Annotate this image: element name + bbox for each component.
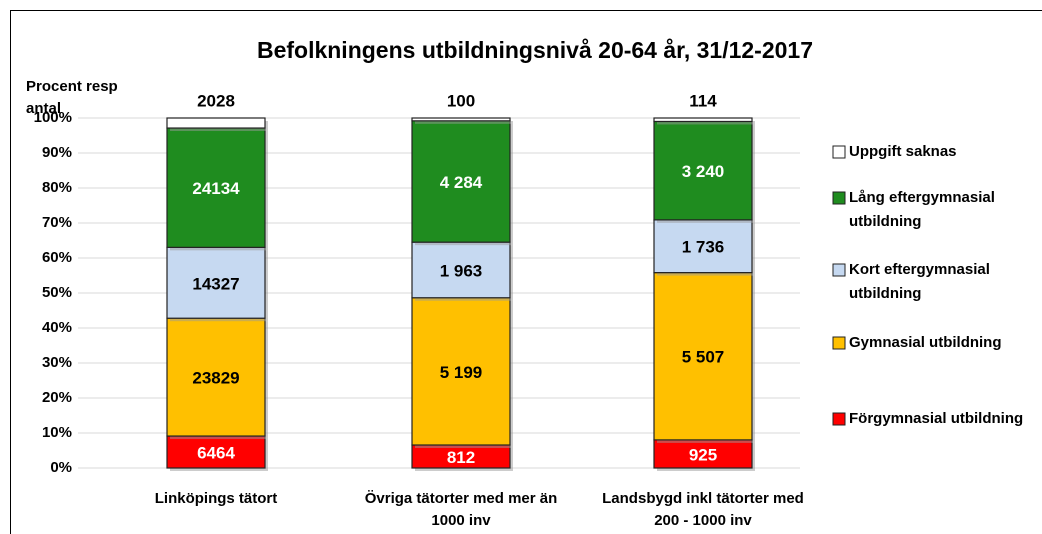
y-tick-label: 50% [42, 284, 72, 301]
y-tick-label: 40% [42, 319, 72, 336]
legend-label: Lång eftergymnasial utbildning [849, 189, 995, 230]
bar-shadow [415, 121, 513, 124]
y-axis-label: Procent resp antal [26, 78, 118, 117]
data-label: 812 [447, 448, 475, 467]
x-tick-label: Landsbygd inkl tätorter med 200 - 1000 i… [602, 490, 804, 529]
legend-label: Uppgift saknas [849, 143, 957, 160]
bar-segment [653, 117, 753, 123]
y-tick-label: 100% [34, 109, 72, 126]
data-label: 14327 [192, 274, 239, 293]
x-tick-label: Övriga tätorter med mer än 1000 inv [364, 490, 558, 529]
bar-segment [411, 117, 511, 122]
legend-swatch [832, 412, 846, 426]
y-tick-label: 10% [42, 424, 72, 441]
bar-shadow [657, 121, 755, 125]
y-tick-label: 0% [50, 459, 72, 476]
x-tick-label: Linköpings tätort [154, 490, 278, 507]
bar-segment [411, 297, 511, 446]
data-label: 1 736 [682, 238, 725, 257]
data-label: 925 [689, 445, 717, 464]
chart-title: Befolkningens utbildningsnivå 20-64 år, … [257, 37, 813, 63]
bar-segment [166, 435, 266, 469]
bar-segment [166, 317, 266, 437]
legend-label: Förgymnasial utbildning [849, 410, 1024, 427]
y-tick-label: 60% [42, 249, 72, 266]
data-label: 1 963 [440, 261, 483, 280]
data-label: 23829 [192, 369, 239, 388]
bar-segment [166, 246, 266, 319]
legend-label: Gymnasial utbildning [849, 334, 1002, 351]
y-tick-label: 70% [42, 214, 72, 231]
y-tick-label: 90% [42, 144, 72, 161]
y-tick-label: 80% [42, 179, 72, 196]
bar-segment [653, 439, 753, 469]
data-label: 3 240 [682, 162, 725, 181]
legend-swatch [832, 145, 846, 159]
y-tick-label: 30% [42, 354, 72, 371]
legend-swatch [832, 191, 846, 205]
data-label: 4 284 [440, 173, 483, 192]
legend-swatch [832, 336, 846, 350]
data-label: 5 507 [682, 348, 725, 367]
bar-segment [166, 127, 266, 248]
data-label: 6464 [197, 444, 235, 463]
legend-label: Kort eftergymnasial utbildning [849, 261, 990, 302]
bar-segment [411, 120, 511, 243]
data-label: 5 199 [440, 363, 483, 382]
bar-segment [653, 219, 753, 274]
legend-swatch [832, 263, 846, 277]
data-label: 2028 [197, 91, 235, 110]
bar-segment [166, 117, 266, 129]
bar-segment [653, 272, 753, 441]
y-tick-label: 20% [42, 389, 72, 406]
frame [10, 10, 1042, 534]
data-label: 114 [689, 91, 717, 110]
data-label: 24134 [192, 179, 240, 198]
data-label: 100 [447, 91, 475, 110]
